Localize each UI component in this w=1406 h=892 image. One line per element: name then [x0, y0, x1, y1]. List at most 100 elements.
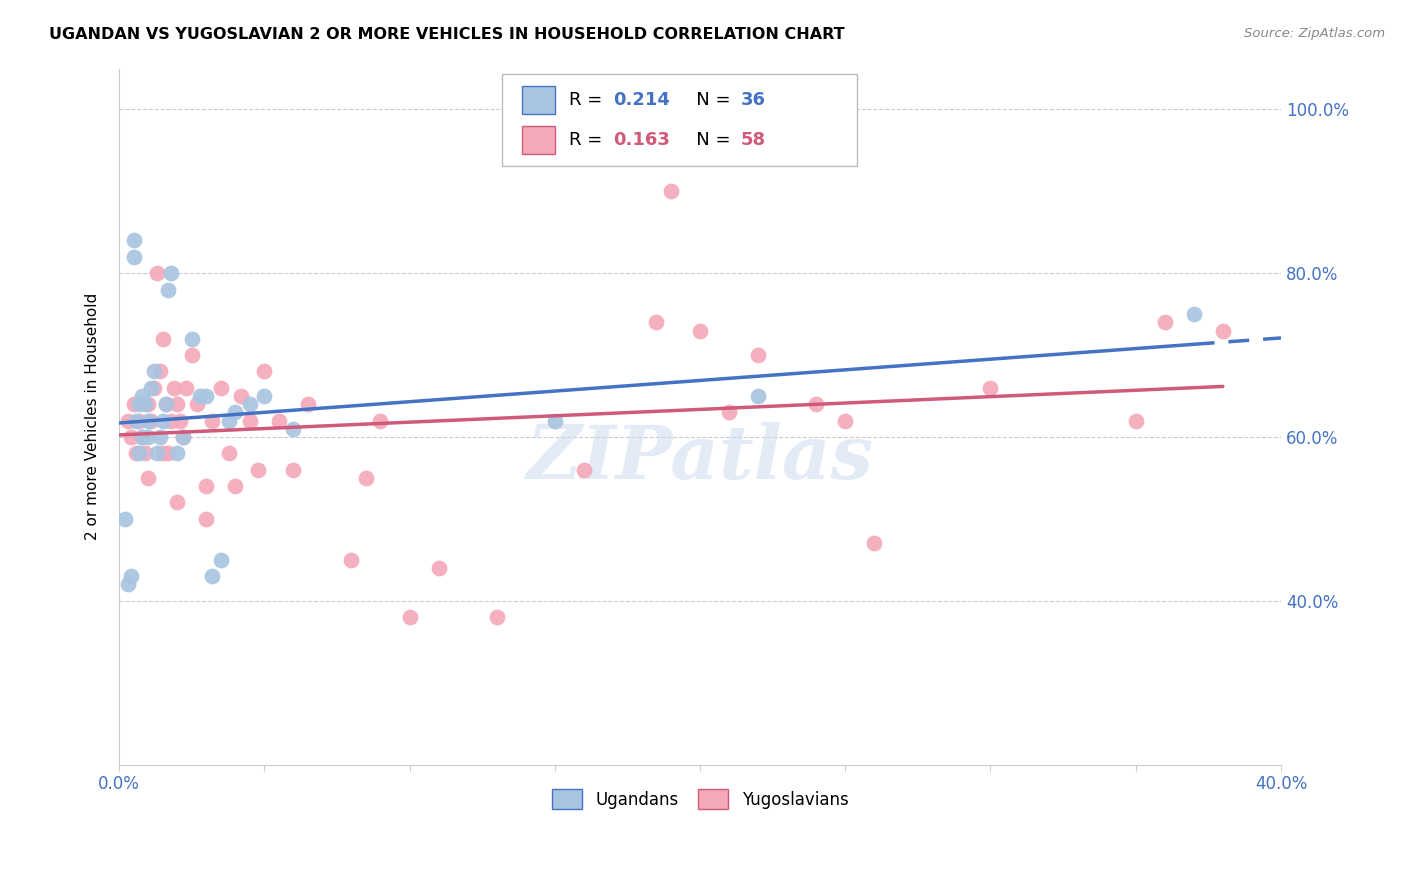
Y-axis label: 2 or more Vehicles in Household: 2 or more Vehicles in Household [86, 293, 100, 541]
Point [114, 512, 136, 526]
Point [689, 324, 711, 338]
Point [218, 446, 240, 460]
Point [297, 397, 319, 411]
Point [645, 315, 668, 329]
Point [160, 266, 183, 280]
Point [134, 397, 156, 411]
Point [157, 446, 180, 460]
Point [247, 463, 270, 477]
Text: ZIPatlas: ZIPatlas [527, 422, 873, 494]
Text: Source: ZipAtlas.com: Source: ZipAtlas.com [1244, 27, 1385, 40]
Point [209, 381, 232, 395]
Point [128, 414, 150, 428]
Point [239, 414, 262, 428]
Point [283, 422, 305, 436]
Point [229, 389, 252, 403]
Point [370, 414, 392, 428]
Point [427, 561, 450, 575]
Point [1182, 307, 1205, 321]
Point [163, 381, 186, 395]
Point [152, 332, 174, 346]
Point [747, 348, 769, 362]
Point [166, 446, 188, 460]
Point [120, 569, 142, 583]
Point [209, 553, 232, 567]
FancyBboxPatch shape [502, 74, 856, 166]
Point [398, 610, 420, 624]
Point [166, 397, 188, 411]
Point [180, 348, 202, 362]
Point [136, 471, 159, 485]
Point [128, 397, 150, 411]
Point [142, 364, 165, 378]
Point [239, 397, 262, 411]
Point [128, 446, 150, 460]
Point [117, 577, 139, 591]
Point [283, 463, 305, 477]
Point [267, 414, 290, 428]
Point [195, 479, 218, 493]
Point [172, 430, 194, 444]
Point [131, 389, 153, 403]
Point [1125, 414, 1147, 428]
Legend: Ugandans, Yugoslavians: Ugandans, Yugoslavians [546, 783, 855, 815]
Point [195, 512, 218, 526]
Point [863, 536, 886, 550]
Point [136, 414, 159, 428]
Point [142, 381, 165, 395]
Point [136, 430, 159, 444]
Point [224, 405, 246, 419]
Point [544, 414, 567, 428]
Point [224, 479, 246, 493]
Point [157, 283, 180, 297]
Point [253, 364, 276, 378]
Text: 0.214: 0.214 [613, 91, 669, 109]
Point [149, 430, 172, 444]
Point [122, 397, 145, 411]
Point [218, 414, 240, 428]
Point [131, 430, 153, 444]
Text: 36: 36 [741, 91, 766, 109]
Point [139, 381, 162, 395]
Point [155, 397, 177, 411]
Point [131, 430, 153, 444]
Point [146, 266, 169, 280]
Point [160, 414, 183, 428]
Point [172, 430, 194, 444]
Text: N =: N = [679, 91, 737, 109]
Point [485, 610, 508, 624]
Point [125, 446, 148, 460]
Text: 0.163: 0.163 [613, 131, 669, 149]
Point [201, 414, 224, 428]
Point [195, 389, 218, 403]
Point [1153, 315, 1175, 329]
Point [122, 234, 145, 248]
FancyBboxPatch shape [522, 87, 555, 114]
Point [201, 569, 224, 583]
Point [186, 397, 208, 411]
Point [139, 414, 162, 428]
Point [190, 389, 212, 403]
Point [354, 471, 377, 485]
Point [180, 332, 202, 346]
Point [152, 446, 174, 460]
Point [120, 430, 142, 444]
Point [253, 389, 276, 403]
Point [718, 405, 741, 419]
Point [169, 414, 191, 428]
Text: R =: R = [568, 91, 607, 109]
Text: N =: N = [679, 131, 737, 149]
Point [117, 414, 139, 428]
Point [659, 185, 682, 199]
Point [146, 446, 169, 460]
Point [806, 397, 828, 411]
Point [834, 414, 856, 428]
Point [125, 414, 148, 428]
Point [136, 397, 159, 411]
FancyBboxPatch shape [522, 126, 555, 154]
Text: UGANDAN VS YUGOSLAVIAN 2 OR MORE VEHICLES IN HOUSEHOLD CORRELATION CHART: UGANDAN VS YUGOSLAVIAN 2 OR MORE VEHICLE… [49, 27, 845, 42]
Text: 58: 58 [741, 131, 766, 149]
Point [122, 250, 145, 264]
Point [340, 553, 363, 567]
Point [149, 364, 172, 378]
